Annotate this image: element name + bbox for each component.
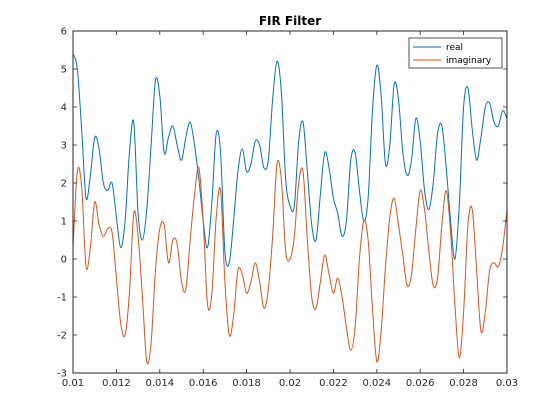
x-tick-label: 0.028 [449,378,478,389]
chart-title: FIR Filter [259,14,321,28]
legend-box [408,37,503,69]
y-tick-label: 6 [61,27,67,38]
y-tick-label: -3 [57,369,67,380]
x-tick-label: 0.016 [189,378,218,389]
x-tick-label: 0.026 [406,378,435,389]
y-tick-label: 4 [61,103,67,114]
x-tick-label: 0.018 [232,378,261,389]
y-axis: -3 -2 -1 0 1 2 3 4 5 6 [57,27,507,380]
x-tick-label: 0.02 [279,378,301,389]
series-line-real [72,53,508,267]
y-tick-label: 1 [61,217,67,228]
x-axis: 0.01 0.012 0.014 0.016 0.018 0.02 0.022 0.024 0.… [62,31,518,389]
x-tick-label: 0.024 [362,378,391,389]
series-line-imaginary [72,159,508,365]
y-tick-label: -2 [57,331,67,342]
plot-area [73,31,507,373]
y-tick-label: 0 [61,255,67,266]
y-tick-label: -1 [57,293,67,304]
x-tick-label: 0.01 [62,378,84,389]
x-tick-label: 0.012 [102,378,131,389]
legend-label-imaginary: imaginary [446,56,492,66]
y-tick-label: 3 [61,141,67,152]
y-tick-label: 2 [61,179,67,190]
legend: real imaginary [408,37,503,69]
x-tick-label: 0.022 [319,378,348,389]
legend-label-real: real [446,43,463,53]
series-layer [72,53,508,365]
x-tick-label: 0.014 [145,378,174,389]
x-tick-label: 0.03 [496,378,518,389]
y-tick-label: 5 [61,65,67,76]
